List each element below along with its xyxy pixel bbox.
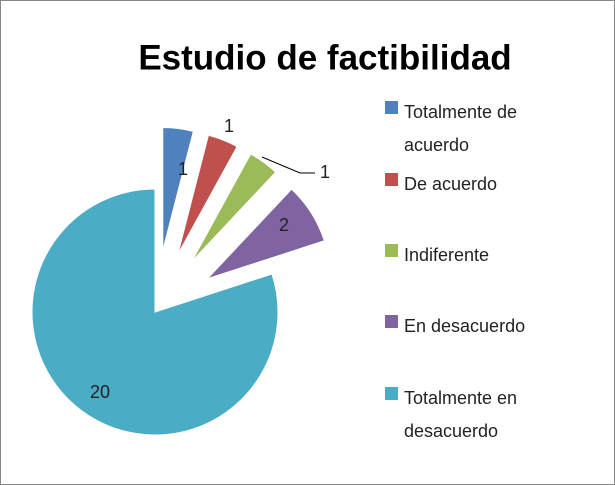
- data-label: 2: [279, 215, 289, 235]
- pie-slice: [177, 134, 238, 255]
- legend-swatch: [385, 101, 398, 114]
- legend-swatch: [385, 173, 398, 186]
- legend-item: Totalmente de acuerdo: [385, 96, 569, 162]
- pie-slice: [191, 153, 277, 263]
- pie-slice: [31, 188, 279, 436]
- pie-slice: [206, 188, 325, 280]
- data-label: 1: [224, 116, 234, 136]
- legend-label: Totalmente de acuerdo: [404, 102, 518, 155]
- pie-slice: [162, 126, 194, 251]
- legend-item: Indiferente: [385, 239, 569, 272]
- legend-label: Indiferente: [404, 245, 490, 265]
- data-label: 1: [178, 159, 188, 179]
- legend-swatch: [385, 244, 398, 257]
- legend-item: Totalmente en desacuerdo: [385, 382, 569, 448]
- leader-line: [261, 156, 315, 174]
- legend-swatch: [385, 315, 398, 328]
- data-label: 20: [90, 382, 110, 402]
- legend-label: De acuerdo: [404, 174, 498, 194]
- legend-item: En desacuerdo: [385, 310, 569, 343]
- legend-swatch: [385, 387, 398, 400]
- chart-title: Estudio de factibilidad: [138, 38, 511, 77]
- data-label: 1: [320, 162, 330, 182]
- legend-item: De acuerdo: [385, 168, 569, 201]
- legend-label: En desacuerdo: [404, 316, 526, 336]
- legend-label: Totalmente en desacuerdo: [404, 388, 518, 441]
